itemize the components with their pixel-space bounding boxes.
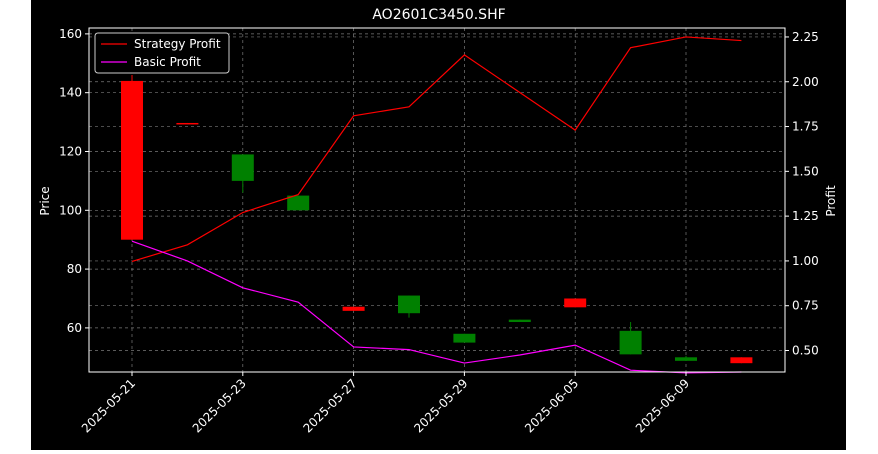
candle-body bbox=[619, 330, 642, 355]
profit-lines bbox=[131, 36, 742, 374]
candlesticks bbox=[121, 75, 753, 364]
right-tick-label: 1.50 bbox=[792, 164, 819, 178]
strategy-profit-line bbox=[131, 36, 742, 263]
candle-body bbox=[121, 80, 143, 240]
legend: Strategy Profit Basic Profit bbox=[94, 32, 230, 74]
candle-body bbox=[508, 319, 531, 323]
candle-body bbox=[398, 295, 420, 314]
right-tick-label: 1.25 bbox=[792, 209, 819, 223]
right-tick-label: 2.00 bbox=[792, 75, 819, 89]
figure-background bbox=[31, 0, 846, 450]
candle-body bbox=[453, 333, 476, 343]
right-tick-label: 1.00 bbox=[792, 254, 819, 268]
candle-body bbox=[564, 298, 587, 308]
left-tick-label: 100 bbox=[59, 203, 82, 217]
left-axis: 60 80 100 120 140 160 bbox=[59, 27, 89, 335]
y-axis-label-left: Price bbox=[38, 186, 52, 215]
right-tick-label: 2.25 bbox=[792, 30, 819, 44]
legend-label-strategy: Strategy Profit bbox=[134, 37, 221, 51]
chart-title: AO2601C3450.SHF bbox=[372, 7, 505, 23]
y-axis-label-right: Profit bbox=[824, 185, 838, 217]
basic-profit-line bbox=[131, 240, 742, 374]
candle-body bbox=[231, 154, 254, 181]
right-tick-label: 0.50 bbox=[792, 344, 819, 358]
candle-body bbox=[287, 195, 310, 211]
legend-label-basic: Basic Profit bbox=[134, 55, 201, 69]
right-tick-label: 1.75 bbox=[792, 120, 819, 134]
left-tick-label: 60 bbox=[67, 321, 82, 335]
left-tick-label: 160 bbox=[59, 27, 82, 41]
grid-lines bbox=[89, 28, 785, 372]
candle-body bbox=[675, 357, 697, 361]
right-axis: 0.50 0.75 1.00 1.25 1.50 1.75 2.00 2.25 bbox=[785, 30, 819, 358]
left-tick-label: 120 bbox=[59, 144, 82, 158]
legend-box bbox=[94, 32, 230, 74]
left-tick-label: 140 bbox=[59, 86, 82, 100]
candle-body bbox=[342, 306, 365, 311]
candle-body bbox=[176, 122, 199, 125]
plot-frame bbox=[88, 27, 786, 373]
candle-body bbox=[730, 357, 753, 364]
right-tick-label: 0.75 bbox=[792, 299, 819, 313]
left-tick-label: 80 bbox=[67, 262, 82, 276]
